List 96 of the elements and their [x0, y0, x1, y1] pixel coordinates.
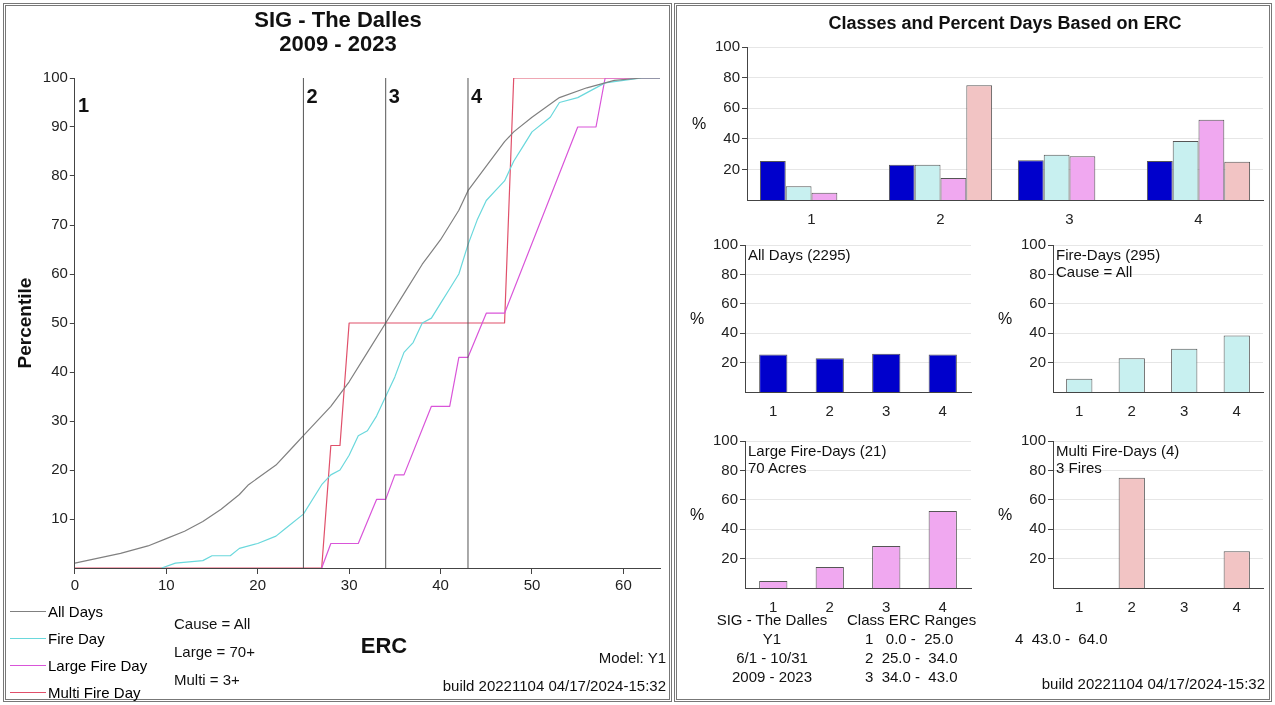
y-tick-label: 10 — [51, 509, 68, 527]
y-tick-label: 20 — [51, 460, 68, 478]
y-tick-label: 20 — [721, 548, 739, 566]
y-tick-label: 100 — [715, 37, 741, 55]
chart-title: SIG - The Dalles — [254, 7, 422, 33]
chart-title: Fire-Days (295) — [1056, 246, 1161, 264]
x-tick-label: 4 — [938, 402, 947, 420]
text: build 20221104 04/17/2024-15:32 — [1041, 675, 1265, 693]
x-tick-label: 4 — [1232, 598, 1241, 616]
legend-label: All Days — [48, 603, 104, 620]
annotation: 2 — [306, 85, 318, 108]
y-tick-label: 40 — [51, 362, 68, 380]
x-axis-title: ERC — [360, 633, 408, 659]
y-axis-title: % — [689, 309, 705, 328]
x-tick-label: 10 — [157, 576, 175, 594]
y-tick-label: 100 — [1021, 431, 1047, 449]
annotation: 3 — [388, 85, 400, 108]
chart-title: Classes and Percent Days Based on ERC — [828, 13, 1182, 34]
y-tick-label: 20 — [721, 352, 739, 370]
x-tick-label: 60 — [615, 576, 632, 594]
text: Cause = All — [174, 615, 251, 633]
x-tick-label: 20 — [249, 576, 267, 594]
x-tick-label: 2 — [1127, 598, 1136, 616]
y-tick-label: 40 — [723, 128, 741, 146]
y-tick-label: 80 — [51, 166, 68, 184]
text: 2 25.0 - 34.0 — [865, 649, 958, 667]
y-tick-label: 100 — [1021, 235, 1047, 253]
y-tick-label: 100 — [42, 68, 68, 86]
y-tick-label: 80 — [1029, 264, 1047, 282]
legend-label: Large Fire Day — [48, 657, 148, 674]
text: Cause = All — [1056, 263, 1133, 281]
legend-label: Multi Fire Day — [48, 684, 141, 701]
y-tick-label: 80 — [1029, 460, 1047, 478]
x-tick-label: 2 — [825, 402, 834, 420]
x-tick-label: 4 — [1194, 210, 1203, 228]
y-tick-label: 80 — [723, 67, 741, 85]
y-axis-title: % — [691, 114, 707, 133]
text: 4 43.0 - 64.0 — [1015, 630, 1108, 648]
y-axis-title: % — [689, 505, 705, 524]
text: Y1 — [762, 630, 782, 648]
y-tick-label: 60 — [723, 98, 741, 116]
x-tick-label: 30 — [340, 576, 358, 594]
y-tick-label: 40 — [1029, 323, 1047, 341]
chart-subtitle: 2009 - 2023 — [279, 31, 397, 57]
x-tick-label: 1 — [1075, 402, 1084, 420]
y-tick-label: 60 — [721, 293, 739, 311]
y-axis-title: Percentile — [13, 277, 35, 369]
chart-title: Multi Fire-Days (4) — [1056, 442, 1180, 460]
y-tick-label: 60 — [721, 489, 739, 507]
text: 2009 - 2023 — [731, 668, 813, 686]
chart-title: All Days (2295) — [748, 246, 851, 264]
annotation: 4 — [470, 85, 483, 108]
x-tick-label: 1 — [807, 210, 816, 228]
x-tick-label: 0 — [70, 576, 79, 594]
text: build 20221104 04/17/2024-15:32 — [442, 677, 666, 695]
y-tick-label: 40 — [1029, 519, 1047, 537]
text: Model: Y1 — [598, 649, 666, 667]
y-tick-label: 50 — [51, 313, 68, 331]
x-tick-label: 3 — [882, 402, 891, 420]
y-tick-label: 60 — [51, 264, 68, 282]
y-tick-label: 90 — [51, 117, 68, 135]
y-tick-label: 20 — [1029, 548, 1047, 566]
x-tick-label: 2 — [1127, 402, 1136, 420]
legend-label: Fire Day — [48, 630, 105, 647]
y-tick-label: 70 — [51, 215, 68, 233]
text: 3 Fires — [1056, 459, 1102, 477]
annotation: 1 — [78, 94, 90, 116]
x-tick-label: 1 — [769, 402, 778, 420]
x-tick-label: 40 — [432, 576, 449, 594]
chart-title: Large Fire-Days (21) — [748, 442, 887, 460]
y-tick-label: 80 — [721, 460, 739, 478]
text: 1 0.0 - 25.0 — [865, 630, 954, 648]
x-tick-label: 4 — [1232, 402, 1241, 420]
y-tick-label: 100 — [713, 235, 739, 253]
y-tick-label: 60 — [1029, 489, 1047, 507]
y-axis-title: % — [997, 309, 1013, 328]
text: Large = 70+ — [174, 643, 255, 661]
y-tick-label: 20 — [723, 159, 741, 177]
y-tick-label: 60 — [1029, 293, 1047, 311]
y-tick-label: 80 — [721, 264, 739, 282]
y-tick-label: 40 — [721, 323, 739, 341]
text: 3 34.0 - 43.0 — [865, 668, 958, 686]
x-tick-label: 3 — [1180, 402, 1189, 420]
x-tick-label: 1 — [1075, 598, 1084, 616]
text: 6/1 - 10/31 — [736, 649, 808, 667]
y-tick-label: 100 — [713, 431, 739, 449]
x-tick-label: 50 — [523, 576, 541, 594]
x-tick-label: 3 — [1180, 598, 1189, 616]
y-tick-label: 40 — [721, 519, 739, 537]
y-axis-title: % — [997, 505, 1013, 524]
x-tick-label: 2 — [825, 598, 834, 616]
y-tick-label: 20 — [1029, 352, 1047, 370]
x-tick-label: 2 — [936, 210, 945, 228]
x-tick-label: 3 — [1065, 210, 1074, 228]
text: 70 Acres — [748, 459, 807, 477]
text: Multi = 3+ — [174, 671, 240, 689]
